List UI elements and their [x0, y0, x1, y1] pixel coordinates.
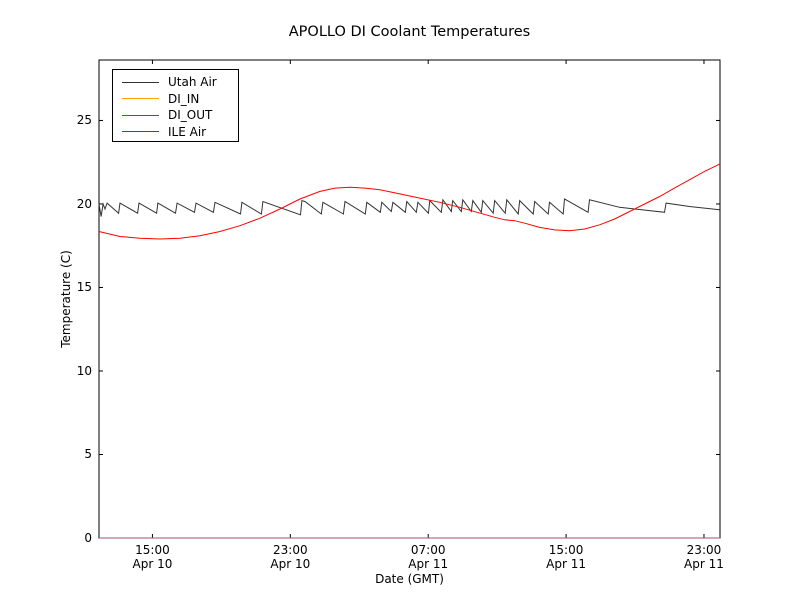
x-tick-date: Apr 11	[408, 557, 449, 571]
x-tick-label: 23:00 Apr 11	[664, 543, 744, 571]
y-tick-label: 0	[84, 531, 92, 545]
y-tick-label: 15	[76, 280, 92, 295]
legend: Utah Air DI_IN DI_OUT ILE Air	[112, 69, 239, 142]
y-tick-label: 25	[76, 113, 92, 128]
legend-item: Utah Air	[122, 74, 232, 91]
legend-swatch	[122, 131, 159, 133]
x-tick-date: Apr 11	[684, 557, 724, 571]
series-line-ile-air	[98, 163, 721, 240]
x-tick-label: 15:00 Apr 10	[112, 543, 192, 571]
x-tick-date: Apr 10	[270, 557, 311, 571]
legend-item: ILE Air	[122, 124, 232, 141]
legend-item: DI_OUT	[122, 107, 232, 124]
x-tick-date: Apr 11	[546, 557, 586, 571]
y-tick-label: 10	[76, 363, 92, 378]
legend-item: DI_IN	[122, 91, 232, 108]
y-tick-label: 5	[84, 447, 92, 462]
x-tick-date: Apr 10	[132, 557, 173, 571]
legend-label: DI_IN	[168, 91, 200, 106]
x-axis-label: Date (GMT)	[375, 572, 444, 586]
chart-title: APOLLO DI Coolant Temperatures	[288, 24, 531, 40]
legend-swatch	[122, 114, 159, 116]
legend-label: ILE Air	[168, 124, 207, 139]
y-tick-label: 20	[76, 196, 92, 211]
y-axis-label: Temperature (C)	[59, 250, 73, 348]
x-tick-label: 23:00 Apr 10	[250, 543, 330, 571]
legend-label: Utah Air	[168, 75, 217, 90]
legend-swatch	[122, 98, 159, 100]
legend-label: DI_OUT	[168, 108, 213, 123]
legend-swatch	[122, 81, 159, 83]
series-line-utah-air	[98, 198, 720, 217]
x-tick-label: 07:00 Apr 11	[388, 543, 468, 571]
x-tick-label: 15:00 Apr 11	[526, 543, 606, 571]
